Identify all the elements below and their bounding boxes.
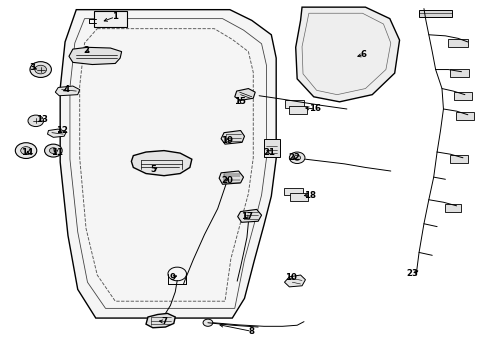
Text: 21: 21 xyxy=(264,148,275,157)
Polygon shape xyxy=(237,210,261,222)
Text: 23: 23 xyxy=(406,269,418,278)
Text: 6: 6 xyxy=(360,50,366,59)
Polygon shape xyxy=(69,47,122,64)
FancyBboxPatch shape xyxy=(94,11,127,27)
Text: 16: 16 xyxy=(308,104,321,113)
Circle shape xyxy=(49,148,57,153)
FancyBboxPatch shape xyxy=(453,92,471,100)
Text: 4: 4 xyxy=(63,85,69,94)
Polygon shape xyxy=(221,131,244,144)
FancyBboxPatch shape xyxy=(284,188,302,195)
Polygon shape xyxy=(146,314,175,328)
Text: 15: 15 xyxy=(233,97,245,106)
Polygon shape xyxy=(418,10,451,17)
FancyBboxPatch shape xyxy=(444,204,461,212)
Circle shape xyxy=(203,319,212,326)
Polygon shape xyxy=(55,86,80,96)
Text: 12: 12 xyxy=(56,126,67,135)
Polygon shape xyxy=(219,171,243,184)
FancyBboxPatch shape xyxy=(447,39,468,47)
Text: 19: 19 xyxy=(221,136,233,145)
Polygon shape xyxy=(284,275,305,287)
Polygon shape xyxy=(131,150,191,176)
Text: 20: 20 xyxy=(221,176,233,185)
Circle shape xyxy=(20,147,31,154)
Text: 18: 18 xyxy=(304,190,316,199)
Polygon shape xyxy=(47,129,66,137)
Circle shape xyxy=(44,144,62,157)
FancyBboxPatch shape xyxy=(448,69,468,77)
Text: 1: 1 xyxy=(112,12,118,21)
Polygon shape xyxy=(60,10,276,318)
FancyBboxPatch shape xyxy=(285,100,303,108)
Text: 13: 13 xyxy=(36,115,48,124)
Text: 5: 5 xyxy=(150,166,156,175)
Text: 2: 2 xyxy=(83,46,89,55)
Text: 9: 9 xyxy=(169,273,175,282)
Circle shape xyxy=(35,65,46,74)
Circle shape xyxy=(30,62,51,77)
FancyBboxPatch shape xyxy=(289,106,307,114)
Polygon shape xyxy=(295,7,399,102)
FancyBboxPatch shape xyxy=(263,139,280,157)
FancyBboxPatch shape xyxy=(449,155,467,163)
Text: 8: 8 xyxy=(248,327,254,336)
Circle shape xyxy=(28,115,43,127)
Circle shape xyxy=(293,155,300,160)
Text: 14: 14 xyxy=(21,148,34,157)
Text: 10: 10 xyxy=(285,273,296,282)
Circle shape xyxy=(15,143,37,158)
Text: 3: 3 xyxy=(29,63,35,72)
FancyBboxPatch shape xyxy=(290,193,308,201)
Polygon shape xyxy=(234,89,255,100)
Text: 17: 17 xyxy=(241,212,252,221)
Text: 22: 22 xyxy=(287,153,300,162)
FancyBboxPatch shape xyxy=(455,112,473,120)
Circle shape xyxy=(289,152,305,163)
Text: 11: 11 xyxy=(51,148,62,157)
Text: 7: 7 xyxy=(161,317,167,326)
